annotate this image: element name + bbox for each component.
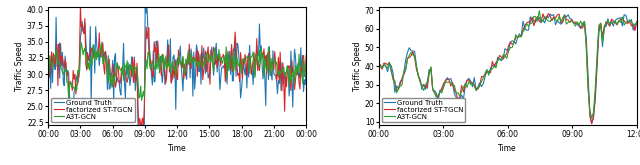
A3T-GCN [589,111,597,113]
Ground Truth [274,93,282,95]
Ground Truth [141,6,149,8]
Ground Truth [584,74,592,76]
factorized ST-TGCN [393,90,401,92]
Line: factorized ST-TGCN: factorized ST-TGCN [48,7,307,125]
X-axis label: Time: Time [499,144,517,153]
Ground Truth [44,63,52,65]
Ground Truth [588,123,595,125]
factorized ST-TGCN [177,63,184,65]
factorized ST-TGCN [67,81,74,83]
Ground Truth [134,124,142,126]
Ground Truth [268,72,275,74]
A3T-GCN [393,92,401,94]
Ground Truth [561,15,568,16]
A3T-GCN [44,65,52,66]
factorized ST-TGCN [77,6,84,8]
factorized ST-TGCN [584,83,592,85]
factorized ST-TGCN [589,115,597,117]
factorized ST-TGCN [413,69,420,71]
factorized ST-TGCN [374,64,382,66]
Line: A3T-GCN: A3T-GCN [378,11,637,118]
factorized ST-TGCN [282,72,289,74]
A3T-GCN [633,22,640,24]
A3T-GCN [138,99,145,101]
factorized ST-TGCN [274,74,282,76]
A3T-GCN [67,81,74,83]
Line: factorized ST-TGCN: factorized ST-TGCN [378,14,637,124]
Line: Ground Truth: Ground Truth [378,14,637,124]
A3T-GCN [282,74,289,76]
A3T-GCN [263,69,271,71]
Ground Truth [454,97,462,99]
factorized ST-TGCN [588,123,595,125]
A3T-GCN [268,58,275,60]
Y-axis label: Traffic Speed: Traffic Speed [353,41,362,91]
Y-axis label: Traffic Speed: Traffic Speed [15,41,24,91]
Line: A3T-GCN: A3T-GCN [48,43,307,100]
factorized ST-TGCN [454,99,462,100]
Ground Truth [393,85,401,87]
A3T-GCN [274,69,282,71]
A3T-GCN [77,42,85,44]
Line: Ground Truth: Ground Truth [48,7,307,125]
A3T-GCN [454,92,462,94]
A3T-GCN [588,117,595,119]
factorized ST-TGCN [44,76,52,78]
factorized ST-TGCN [263,72,271,74]
A3T-GCN [413,66,420,68]
Ground Truth [374,62,382,64]
Ground Truth [413,65,420,67]
Ground Truth [633,22,640,24]
A3T-GCN [561,14,568,16]
factorized ST-TGCN [633,20,640,22]
Ground Truth [177,45,184,47]
A3T-GCN [374,63,382,65]
factorized ST-TGCN [135,124,143,126]
Ground Truth [303,61,310,63]
A3T-GCN [536,10,543,12]
X-axis label: Time: Time [168,144,186,153]
factorized ST-TGCN [303,53,310,55]
Ground Truth [589,117,597,119]
Legend: Ground Truth, factorized ST-TGCN, A3T-GCN: Ground Truth, factorized ST-TGCN, A3T-GC… [382,98,465,122]
factorized ST-TGCN [545,13,552,15]
A3T-GCN [177,63,184,65]
A3T-GCN [584,87,592,89]
Ground Truth [547,13,554,15]
factorized ST-TGCN [561,14,568,16]
Legend: Ground Truth, factorized ST-TGCN, A3T-GCN: Ground Truth, factorized ST-TGCN, A3T-GC… [51,98,134,122]
A3T-GCN [303,61,310,63]
Ground Truth [67,113,74,115]
factorized ST-TGCN [268,61,275,63]
Ground Truth [263,54,271,56]
Ground Truth [282,72,289,74]
